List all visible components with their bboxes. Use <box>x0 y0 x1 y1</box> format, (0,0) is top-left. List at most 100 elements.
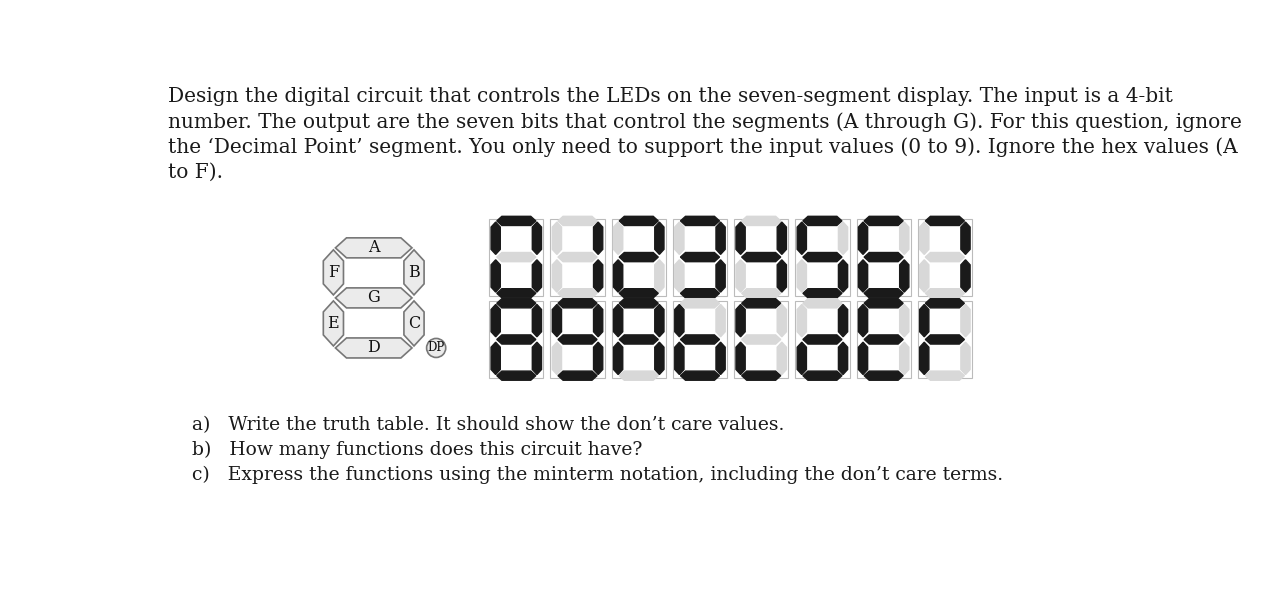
Polygon shape <box>858 305 867 337</box>
Polygon shape <box>558 253 598 262</box>
Polygon shape <box>742 288 781 298</box>
Text: b)   How many functions does this circuit have?: b) How many functions does this circuit … <box>192 441 643 460</box>
Text: Design the digital circuit that controls the LEDs on the seven-segment display. : Design the digital circuit that controls… <box>167 87 1172 106</box>
Bar <box>795 219 849 296</box>
Text: c)   Express the functions using the minterm notation, including the don’t care : c) Express the functions using the minte… <box>192 465 1004 484</box>
Bar <box>551 219 605 296</box>
Polygon shape <box>619 371 658 380</box>
Polygon shape <box>496 253 536 262</box>
Polygon shape <box>558 335 598 344</box>
Polygon shape <box>900 260 909 292</box>
Polygon shape <box>803 299 842 308</box>
Text: G: G <box>367 290 380 306</box>
Text: number. The output are the seven bits that control the segments (A through G). F: number. The output are the seven bits th… <box>167 112 1242 132</box>
Bar <box>489 219 543 296</box>
Bar <box>918 219 972 296</box>
Polygon shape <box>594 260 603 292</box>
Polygon shape <box>680 253 719 262</box>
Polygon shape <box>803 253 842 262</box>
Polygon shape <box>594 222 603 254</box>
Polygon shape <box>803 371 842 380</box>
Polygon shape <box>798 305 806 337</box>
Text: D: D <box>367 340 380 356</box>
Polygon shape <box>777 342 786 374</box>
Polygon shape <box>925 299 965 308</box>
Bar <box>672 301 727 378</box>
Text: C: C <box>408 315 420 332</box>
Polygon shape <box>594 305 603 337</box>
Polygon shape <box>614 260 623 292</box>
Polygon shape <box>491 222 500 254</box>
Polygon shape <box>777 305 786 337</box>
Text: DP: DP <box>428 342 444 355</box>
Polygon shape <box>742 253 781 262</box>
Polygon shape <box>594 342 603 374</box>
Polygon shape <box>532 222 542 254</box>
Polygon shape <box>496 299 536 308</box>
Polygon shape <box>736 222 746 254</box>
Polygon shape <box>925 335 965 344</box>
Polygon shape <box>496 216 536 225</box>
Polygon shape <box>742 299 781 308</box>
Polygon shape <box>858 222 867 254</box>
Polygon shape <box>803 335 842 344</box>
Bar <box>857 301 910 378</box>
Polygon shape <box>655 260 663 292</box>
Polygon shape <box>619 335 658 344</box>
Bar <box>734 219 789 296</box>
Polygon shape <box>803 216 842 225</box>
Polygon shape <box>552 305 562 337</box>
Polygon shape <box>798 222 806 254</box>
Polygon shape <box>858 260 867 292</box>
Polygon shape <box>335 288 411 308</box>
Bar <box>734 301 789 378</box>
Polygon shape <box>717 305 725 337</box>
Polygon shape <box>736 342 746 374</box>
Polygon shape <box>838 342 848 374</box>
Polygon shape <box>798 342 806 374</box>
Polygon shape <box>858 342 867 374</box>
Polygon shape <box>680 335 719 344</box>
Polygon shape <box>335 238 411 258</box>
Polygon shape <box>552 222 562 254</box>
Bar <box>611 301 666 378</box>
Text: a)   Write the truth table. It should show the don’t care values.: a) Write the truth table. It should show… <box>192 417 785 434</box>
Polygon shape <box>558 216 598 225</box>
Polygon shape <box>532 342 542 374</box>
Polygon shape <box>919 342 929 374</box>
Text: A: A <box>368 240 380 256</box>
Polygon shape <box>925 253 965 262</box>
Bar <box>611 219 666 296</box>
Polygon shape <box>552 260 562 292</box>
Polygon shape <box>865 216 903 225</box>
Polygon shape <box>675 342 684 374</box>
Polygon shape <box>961 305 970 337</box>
Polygon shape <box>865 253 903 262</box>
Polygon shape <box>742 335 781 344</box>
Polygon shape <box>675 260 684 292</box>
Polygon shape <box>961 342 970 374</box>
Polygon shape <box>496 335 536 344</box>
Polygon shape <box>680 288 719 298</box>
Polygon shape <box>742 216 781 225</box>
Polygon shape <box>900 342 909 374</box>
Polygon shape <box>961 260 970 292</box>
Polygon shape <box>925 216 965 225</box>
Polygon shape <box>655 342 663 374</box>
Polygon shape <box>798 260 806 292</box>
Polygon shape <box>614 342 623 374</box>
Polygon shape <box>838 260 848 292</box>
Polygon shape <box>680 371 719 380</box>
Polygon shape <box>865 335 903 344</box>
Polygon shape <box>736 305 746 337</box>
Polygon shape <box>491 342 500 374</box>
Polygon shape <box>675 222 684 254</box>
Polygon shape <box>865 299 903 308</box>
Polygon shape <box>532 305 542 337</box>
Polygon shape <box>619 288 658 298</box>
Polygon shape <box>925 288 965 298</box>
Polygon shape <box>919 260 929 292</box>
Polygon shape <box>777 260 786 292</box>
Polygon shape <box>865 371 903 380</box>
Polygon shape <box>619 253 658 262</box>
